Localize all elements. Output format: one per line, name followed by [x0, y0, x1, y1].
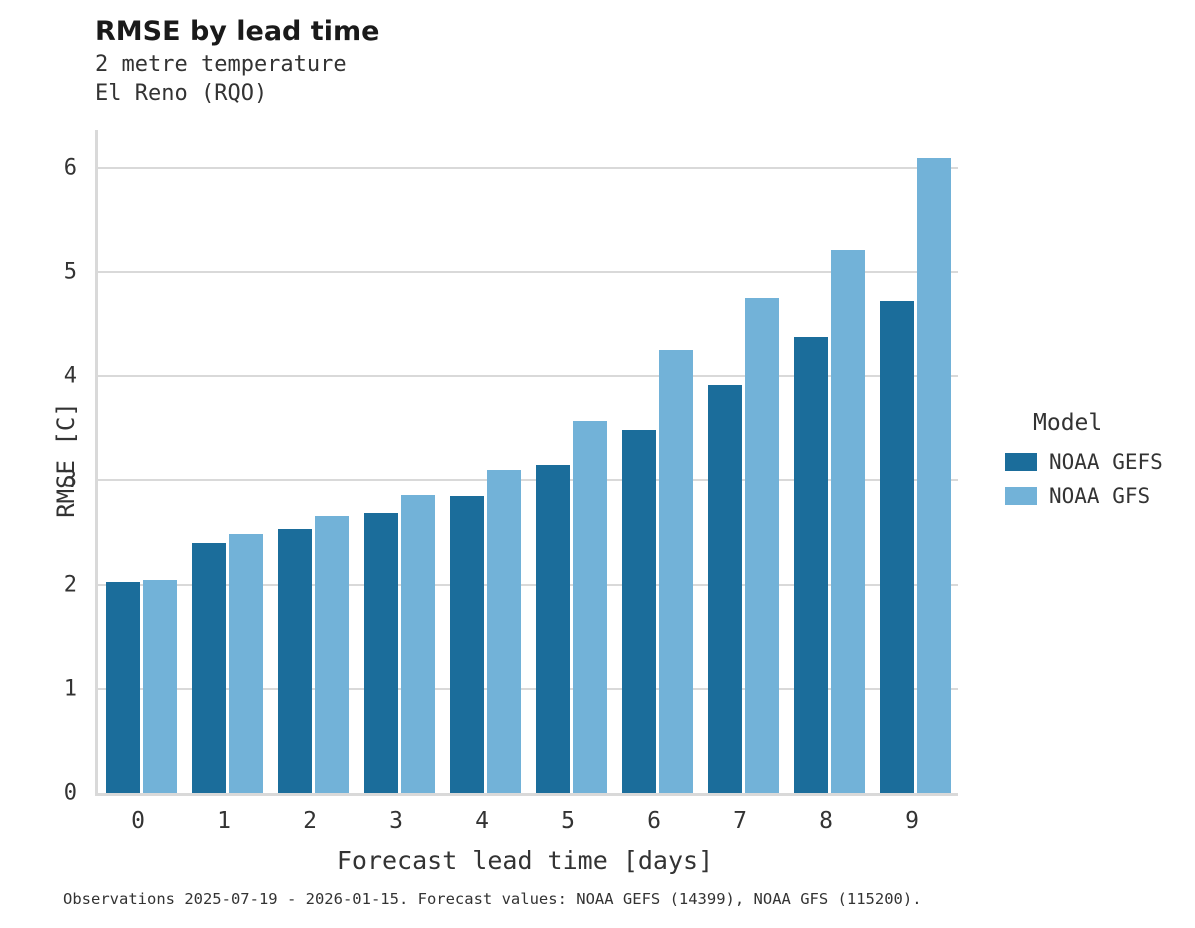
- bar-noaa-gfs: [486, 469, 521, 793]
- y-axis-title: RMSE [C]: [51, 402, 80, 518]
- bar-noaa-gfs: [744, 297, 779, 793]
- x-tick-label: 1: [217, 808, 231, 834]
- bar-group: [449, 130, 521, 793]
- x-tick-label: 4: [475, 808, 489, 834]
- bar-group: [621, 130, 693, 793]
- bar-noaa-gfs: [400, 494, 435, 793]
- bar-noaa-gefs: [707, 385, 742, 793]
- bar-noaa-gefs: [621, 430, 656, 793]
- bar-noaa-gefs: [793, 337, 828, 793]
- bar-group: [707, 130, 779, 793]
- bar-group: [191, 130, 263, 793]
- x-tick-label: 2: [303, 808, 317, 834]
- legend-entry: NOAA GFS: [1005, 484, 1163, 508]
- bar-groups: [98, 130, 958, 793]
- x-tick-label: 0: [131, 808, 145, 834]
- bar-noaa-gefs: [449, 495, 484, 793]
- x-tick-label: 6: [647, 808, 661, 834]
- bar-noaa-gfs: [228, 534, 263, 793]
- bar-group: [363, 130, 435, 793]
- x-tick-label: 7: [733, 808, 747, 834]
- bar-noaa-gefs: [879, 300, 914, 793]
- gridline: [98, 270, 958, 273]
- y-tick-label: 4: [63, 363, 77, 389]
- bar-noaa-gfs: [314, 515, 349, 793]
- bar-noaa-gefs: [363, 512, 398, 793]
- gridline: [98, 166, 958, 169]
- x-tick-labels: 0 1 2 3 4 5 6 7 8 9: [95, 808, 955, 834]
- y-tick-label: 5: [63, 259, 77, 285]
- chart-subtitle-station: El Reno (RQO): [95, 81, 268, 106]
- plot-area: [95, 130, 958, 796]
- y-tick-label: 0: [63, 780, 77, 806]
- x-tick-label: 3: [389, 808, 403, 834]
- chart-title: RMSE by lead time: [95, 16, 380, 47]
- bar-group: [535, 130, 607, 793]
- bar-noaa-gefs: [105, 582, 140, 793]
- gridline: [98, 687, 958, 690]
- x-tick-label: 9: [905, 808, 919, 834]
- gridline: [98, 583, 958, 586]
- legend-entry: NOAA GEFS: [1005, 450, 1163, 474]
- legend-title: Model: [1033, 410, 1103, 436]
- legend-label: NOAA GEFS: [1049, 450, 1163, 474]
- bar-group: [879, 130, 951, 793]
- y-tick-label: 6: [63, 155, 77, 181]
- bar-noaa-gefs: [535, 464, 570, 793]
- caption: Observations 2025-07-19 - 2026-01-15. Fo…: [63, 890, 922, 908]
- y-tick-label: 1: [63, 676, 77, 702]
- bar-noaa-gfs: [658, 349, 693, 793]
- gridline: [98, 479, 958, 482]
- bar-noaa-gfs: [142, 580, 177, 793]
- bar-group: [105, 130, 177, 793]
- bar-group: [277, 130, 349, 793]
- x-axis-title: Forecast lead time [days]: [336, 846, 714, 875]
- bar-noaa-gfs: [572, 420, 607, 793]
- bar-noaa-gefs: [191, 542, 226, 793]
- y-tick-label: 3: [63, 467, 77, 493]
- bar-noaa-gfs: [916, 158, 951, 793]
- gridline: [98, 375, 958, 378]
- x-tick-label: 5: [561, 808, 575, 834]
- legend-swatch: [1005, 487, 1037, 505]
- legend-label: NOAA GFS: [1049, 484, 1151, 508]
- chart-subtitle-variable: 2 metre temperature: [95, 52, 347, 77]
- legend-swatch: [1005, 453, 1037, 471]
- x-tick-label: 8: [819, 808, 833, 834]
- bar-noaa-gefs: [277, 529, 312, 793]
- legend: Model NOAA GEFS NOAA GFS: [1005, 410, 1163, 518]
- bar-noaa-gfs: [830, 249, 865, 793]
- y-tick-label: 2: [63, 572, 77, 597]
- bar-group: [793, 130, 865, 793]
